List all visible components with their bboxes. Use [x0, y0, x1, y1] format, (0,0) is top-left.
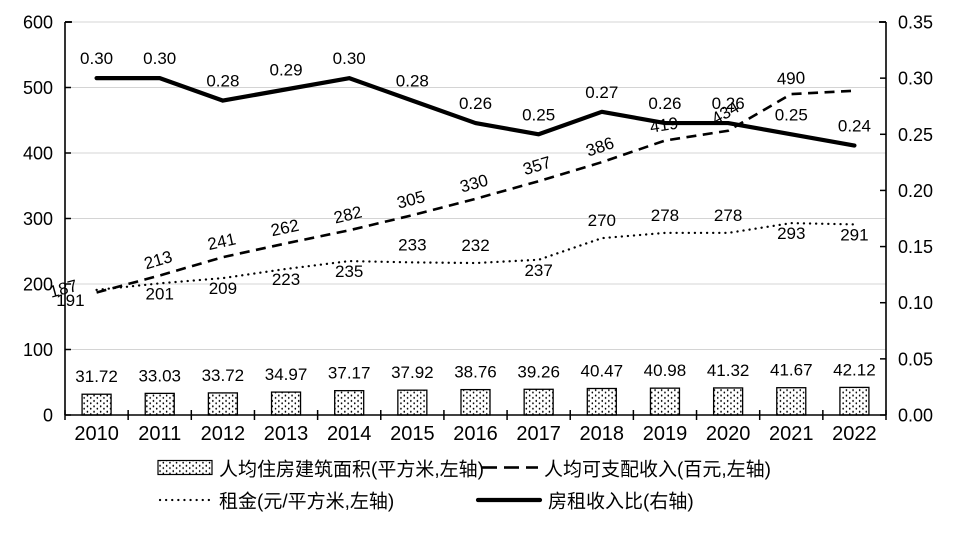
svg-text:38.76: 38.76 [454, 363, 497, 382]
svg-text:0.27: 0.27 [585, 83, 618, 102]
svg-text:人均住房建筑面积(平方米,左轴): 人均住房建筑面积(平方米,左轴) [219, 459, 484, 481]
svg-text:0.28: 0.28 [206, 72, 239, 91]
svg-text:291: 291 [840, 225, 868, 244]
svg-text:0.00: 0.00 [898, 406, 933, 426]
svg-text:235: 235 [335, 262, 363, 281]
svg-text:0.25: 0.25 [522, 105, 555, 124]
svg-text:0.30: 0.30 [80, 49, 113, 68]
svg-text:人均可支配收入(百元,左轴): 人均可支配收入(百元,左轴) [544, 459, 771, 481]
svg-text:0.30: 0.30 [333, 49, 366, 68]
svg-text:2011: 2011 [138, 423, 181, 445]
svg-text:233: 233 [398, 235, 426, 254]
svg-text:400: 400 [23, 144, 53, 164]
svg-text:2017: 2017 [516, 423, 561, 445]
svg-text:0.30: 0.30 [143, 49, 176, 68]
svg-text:2016: 2016 [453, 423, 498, 445]
svg-text:2012: 2012 [201, 423, 246, 445]
svg-text:2014: 2014 [327, 423, 372, 445]
svg-text:223: 223 [272, 270, 300, 289]
svg-text:0.26: 0.26 [648, 94, 681, 113]
svg-text:237: 237 [524, 261, 552, 280]
svg-text:2010: 2010 [74, 423, 119, 445]
svg-text:2015: 2015 [390, 423, 435, 445]
svg-text:0.35: 0.35 [898, 13, 933, 33]
svg-text:270: 270 [588, 211, 616, 230]
svg-text:209: 209 [209, 279, 237, 298]
svg-text:34.97: 34.97 [265, 365, 308, 384]
svg-text:41.32: 41.32 [707, 361, 750, 380]
svg-text:100: 100 [23, 340, 53, 360]
svg-text:490: 490 [776, 68, 805, 88]
svg-text:0.29: 0.29 [269, 60, 302, 79]
svg-text:33.72: 33.72 [202, 366, 245, 385]
svg-text:0.05: 0.05 [898, 349, 933, 369]
svg-text:租金(元/平方米,左轴): 租金(元/平方米,左轴) [219, 491, 394, 513]
svg-text:2022: 2022 [832, 423, 877, 445]
svg-text:201: 201 [146, 284, 174, 303]
svg-text:0.24: 0.24 [838, 117, 871, 136]
svg-text:2018: 2018 [580, 423, 625, 445]
svg-text:278: 278 [714, 206, 742, 225]
svg-text:419: 419 [649, 114, 680, 137]
svg-text:213: 213 [142, 247, 175, 273]
svg-text:278: 278 [651, 206, 679, 225]
svg-text:293: 293 [777, 224, 805, 243]
svg-text:42.12: 42.12 [833, 360, 876, 379]
svg-text:31.72: 31.72 [75, 367, 118, 386]
svg-text:232: 232 [461, 236, 489, 255]
svg-text:262: 262 [269, 216, 301, 240]
svg-text:33.03: 33.03 [138, 366, 181, 385]
svg-text:0.10: 0.10 [898, 293, 933, 313]
svg-text:0.20: 0.20 [898, 181, 933, 201]
svg-text:386: 386 [584, 133, 617, 160]
svg-text:0.15: 0.15 [898, 237, 933, 257]
svg-text:600: 600 [23, 13, 53, 33]
svg-text:37.17: 37.17 [328, 364, 371, 383]
svg-text:41.67: 41.67 [770, 361, 813, 380]
svg-text:500: 500 [23, 78, 53, 98]
svg-text:305: 305 [395, 187, 427, 212]
svg-text:0.26: 0.26 [459, 94, 492, 113]
svg-text:357: 357 [521, 153, 554, 179]
svg-text:37.92: 37.92 [391, 363, 434, 382]
svg-text:0: 0 [43, 406, 53, 426]
svg-text:39.26: 39.26 [517, 362, 560, 381]
svg-text:40.98: 40.98 [644, 361, 687, 380]
svg-text:241: 241 [206, 229, 238, 254]
svg-text:282: 282 [332, 202, 364, 227]
svg-text:2020: 2020 [706, 423, 751, 445]
svg-text:300: 300 [23, 209, 53, 229]
svg-text:2013: 2013 [264, 423, 309, 445]
svg-text:0.25: 0.25 [898, 125, 933, 145]
svg-text:330: 330 [458, 171, 490, 197]
svg-text:0.28: 0.28 [396, 72, 429, 91]
svg-text:0.26: 0.26 [712, 94, 745, 113]
svg-text:0.25: 0.25 [775, 105, 808, 124]
svg-text:0.30: 0.30 [898, 69, 933, 89]
svg-text:2021: 2021 [769, 423, 814, 445]
svg-text:2019: 2019 [643, 423, 688, 445]
svg-text:房租收入比(右轴): 房租收入比(右轴) [548, 491, 694, 513]
svg-text:40.47: 40.47 [581, 361, 624, 380]
